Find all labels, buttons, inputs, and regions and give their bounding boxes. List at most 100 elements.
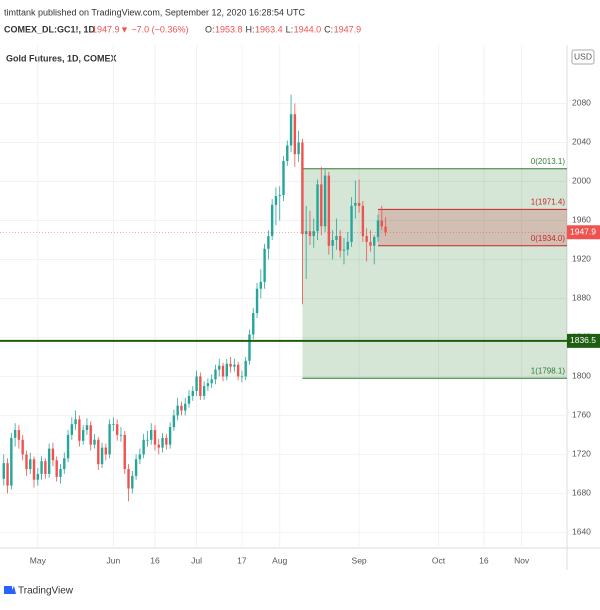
- candle-body: [369, 241, 372, 246]
- candle-body: [327, 175, 331, 246]
- candle-body: [142, 439, 145, 455]
- candle-body: [233, 364, 236, 367]
- candle-body: [157, 444, 160, 448]
- candle-body: [10, 437, 13, 486]
- currency: USD: [574, 51, 592, 61]
- candle-body: [25, 454, 28, 470]
- x-tick-label: Oct: [432, 555, 446, 565]
- candle-body: [278, 195, 281, 197]
- zone-label: 0(1934.0): [531, 234, 566, 243]
- candle-body: [97, 439, 100, 465]
- x-tick-label: Jul: [191, 555, 202, 565]
- candle-body: [51, 448, 55, 461]
- candle-body: [176, 405, 179, 416]
- quote-label: H:: [246, 24, 255, 34]
- candle-body: [218, 365, 221, 370]
- x-tick-label: Jun: [107, 555, 121, 565]
- candle-body: [172, 415, 176, 428]
- candle-body: [206, 383, 210, 387]
- x-tick-label: 16: [150, 555, 160, 565]
- y-tick-label: 1640: [572, 527, 591, 537]
- published: timttank published on TradingView.com, S…: [4, 7, 306, 17]
- candle-body: [289, 114, 293, 146]
- candle-body: [21, 439, 24, 455]
- candle-body: [104, 447, 108, 455]
- candle-body: [376, 220, 380, 238]
- candle-body: [316, 184, 319, 232]
- candle-body: [59, 469, 62, 477]
- y-tick-label: 1680: [572, 488, 591, 498]
- quote-value: 1944.0: [294, 24, 322, 34]
- y-tick-label: 1880: [572, 293, 591, 303]
- last-price: 1947.9: [92, 24, 120, 34]
- candle-body: [361, 205, 365, 237]
- y-tick-label: 1720: [572, 449, 591, 459]
- candle-body: [13, 430, 17, 438]
- candle-body: [131, 475, 134, 489]
- candle-body: [74, 419, 77, 425]
- x-tick-label: 16: [479, 555, 489, 565]
- candle-body: [184, 403, 187, 411]
- candle-body: [127, 469, 130, 489]
- quote-value: 1963.4: [255, 24, 283, 34]
- price-tag: [567, 333, 600, 348]
- candle-body: [357, 202, 361, 206]
- candle-body: [134, 459, 138, 476]
- candle-body: [168, 427, 172, 445]
- candle-body: [373, 237, 376, 246]
- candle-body: [350, 205, 353, 242]
- candle-body: [255, 288, 259, 314]
- change: ▼ −7.0 (−0.36%): [120, 24, 188, 34]
- price-tag: [567, 225, 600, 240]
- candle-body: [354, 202, 357, 206]
- candle-body: [115, 424, 119, 435]
- candle-body: [161, 437, 164, 448]
- candle-body: [236, 364, 240, 377]
- candle-body: [123, 434, 126, 470]
- candle-body: [55, 460, 58, 477]
- candle-body: [2, 463, 5, 479]
- candle-body: [47, 448, 51, 474]
- chart-title: Gold Futures, 1D, COMEX: [6, 53, 117, 63]
- candle-body: [346, 241, 349, 250]
- candle-body: [146, 439, 149, 441]
- y-tick-label: 1920: [572, 254, 591, 264]
- zone: [378, 209, 567, 246]
- candle-body: [339, 236, 342, 251]
- candle-body: [252, 313, 255, 335]
- candle-body: [89, 425, 92, 445]
- candle-body: [70, 424, 74, 435]
- candle-body: [100, 447, 104, 465]
- candle-body: [36, 473, 39, 480]
- candle-body: [320, 184, 323, 227]
- candle-body: [312, 231, 315, 237]
- candle-body: [259, 281, 263, 289]
- candle-body: [191, 391, 194, 396]
- candle-body: [93, 439, 96, 445]
- y-tick-label: 1800: [572, 371, 591, 381]
- brand: TradingView: [18, 586, 74, 597]
- candle-body: [308, 231, 312, 237]
- zone-label: 1(1971.4): [531, 197, 566, 206]
- zone-label: 1(1798.1): [531, 366, 566, 375]
- candle-body: [119, 434, 123, 436]
- candle-body: [304, 231, 308, 235]
- candle-body: [282, 161, 285, 196]
- logo: [4, 586, 16, 594]
- candle-body: [85, 425, 89, 431]
- candle-body: [229, 363, 232, 367]
- candle-body: [221, 365, 225, 377]
- y-tick-label: 1960: [572, 215, 591, 225]
- zone-label: 0(2013.1): [531, 157, 566, 166]
- x-tick-label: May: [30, 555, 47, 565]
- x-tick-label: Aug: [272, 555, 287, 565]
- candle-body: [108, 424, 111, 455]
- candle-body: [365, 236, 368, 242]
- candle-body: [214, 369, 217, 380]
- quote-label: O:: [205, 24, 215, 34]
- candle-body: [342, 249, 346, 251]
- candle-body: [78, 419, 81, 441]
- y-tick-label: 1760: [572, 410, 591, 420]
